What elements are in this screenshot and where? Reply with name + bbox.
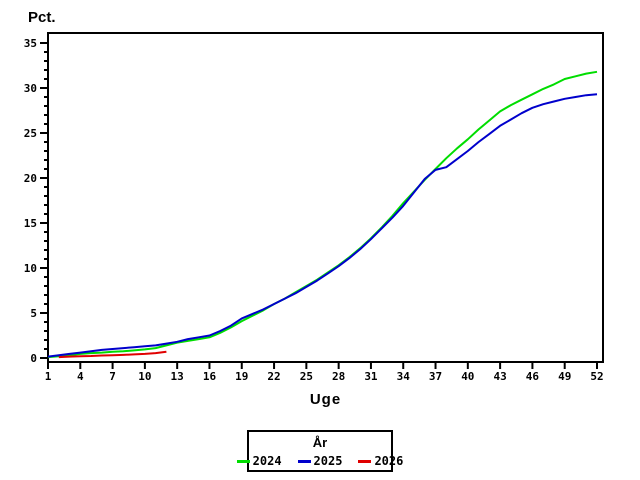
legend-item-2026: 2026 xyxy=(358,454,403,468)
y-axis-tick-label: 35 xyxy=(24,37,37,50)
x-axis-tick-label: 19 xyxy=(235,370,248,383)
x-axis-tick-label: 22 xyxy=(267,370,280,383)
x-axis-tick-label: 31 xyxy=(364,370,378,383)
y-axis-tick-label: 15 xyxy=(24,217,37,230)
x-axis-tick-label: 13 xyxy=(171,370,184,383)
x-axis-tick-label: 4 xyxy=(77,370,84,383)
y-axis-tick-label: 30 xyxy=(24,82,37,95)
legend-line-swatch xyxy=(297,459,311,463)
legend-line-swatch xyxy=(236,459,250,463)
series-line-2025 xyxy=(47,93,598,358)
legend-item-label: 2026 xyxy=(374,454,404,468)
x-axis-title: Uge xyxy=(309,391,342,408)
legend: År 2024 2025 2026 xyxy=(236,430,403,472)
x-axis-tick-label: 7 xyxy=(109,370,116,383)
x-axis-tick-label: 52 xyxy=(590,370,603,383)
y-axis: 0 5 10 15 20 25 30 35 xyxy=(24,37,48,365)
y-axis-tick-label: 20 xyxy=(24,172,37,185)
x-axis-tick-label: 37 xyxy=(429,370,442,383)
legend-line-swatch xyxy=(358,459,372,463)
plot-border xyxy=(47,32,604,363)
y-axis-tick-label: 5 xyxy=(30,307,37,320)
y-axis-tick-label: 0 xyxy=(30,352,37,365)
series-line-2024 xyxy=(47,70,598,359)
legend-item-2025: 2025 xyxy=(297,454,343,468)
y-axis-tick-label: 10 xyxy=(24,262,37,275)
legend-item-label: 2024 xyxy=(252,454,282,468)
x-axis-tick-label: 1 xyxy=(45,370,52,383)
x-axis-tick-label: 43 xyxy=(493,370,506,383)
x-axis-tick-label: 25 xyxy=(300,370,313,383)
plot-frame xyxy=(47,32,604,363)
x-axis-tick-label: 46 xyxy=(526,370,540,383)
x-axis-tick-label: 34 xyxy=(397,370,411,383)
legend-title: År xyxy=(312,435,328,450)
x-axis-tick-label: 28 xyxy=(332,370,345,383)
x-axis-tick-label: 40 xyxy=(461,370,474,383)
legend-item-2024: 2024 xyxy=(236,454,282,468)
x-axis-tick-label: 49 xyxy=(558,370,571,383)
legend-item-label: 2025 xyxy=(313,454,343,468)
series-line-2026 xyxy=(58,350,167,359)
legend-items: 2024 2025 2026 xyxy=(236,454,403,468)
series-lines xyxy=(47,70,598,359)
x-axis: 1 4 7 10 13 16 19 22 25 28 31 34 37 40 43 46 49 52 xyxy=(45,362,604,383)
x-axis-tick-label: 10 xyxy=(138,370,151,383)
x-axis-tick-label: 16 xyxy=(203,370,217,383)
y-axis-title: Pct. xyxy=(28,9,56,26)
y-axis-tick-label: 25 xyxy=(24,127,37,140)
